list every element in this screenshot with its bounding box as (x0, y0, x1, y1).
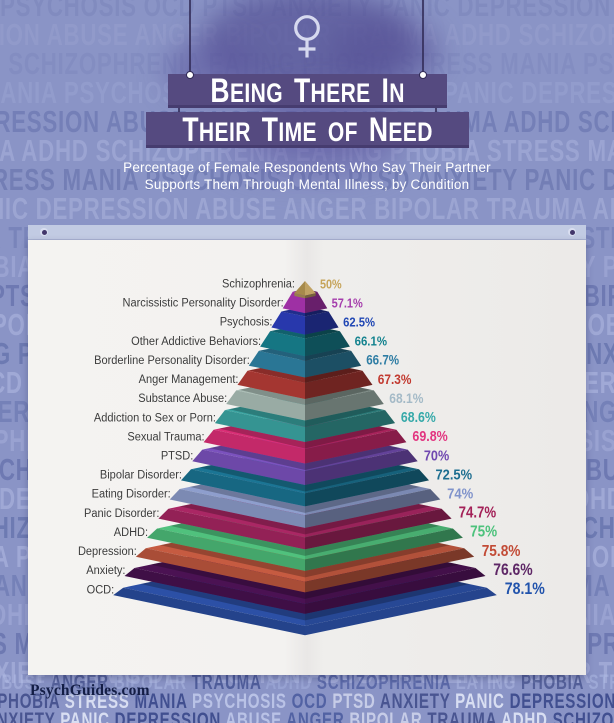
svg-text:75.8%: 75.8% (482, 543, 521, 560)
svg-text:57.1%: 57.1% (332, 296, 364, 311)
svg-text:Depression:: Depression: (78, 546, 137, 558)
svg-text:70%: 70% (424, 447, 449, 463)
svg-text:67.3%: 67.3% (378, 371, 412, 387)
svg-text:75%: 75% (470, 524, 497, 541)
svg-text:Other Addictive Behaviors:: Other Addictive Behaviors: (131, 335, 261, 347)
svg-text:Sexual Trauma:: Sexual Trauma: (127, 431, 204, 443)
svg-text:Substance Abuse:: Substance Abuse: (138, 393, 227, 405)
svg-text:78.1%: 78.1% (505, 580, 545, 598)
svg-text:Addiction to Sex or Porn:: Addiction to Sex or Porn: (94, 412, 216, 424)
svg-text:Schizophrenia:: Schizophrenia: (222, 278, 295, 290)
svg-text:74.7%: 74.7% (459, 505, 497, 522)
svg-text:76.6%: 76.6% (493, 561, 533, 579)
svg-text:62.5%: 62.5% (343, 315, 375, 330)
svg-text:Psychosis:: Psychosis: (220, 316, 273, 328)
svg-text:Bipolar Disorder:: Bipolar Disorder: (100, 469, 182, 481)
svg-text:74%: 74% (447, 486, 474, 503)
svg-text:68.1%: 68.1% (389, 390, 423, 406)
svg-text:ADHD:: ADHD: (114, 527, 148, 539)
svg-text:66.7%: 66.7% (366, 353, 399, 368)
svg-text:66.1%: 66.1% (355, 334, 387, 349)
svg-text:PTSD:: PTSD: (161, 450, 193, 462)
svg-text:Borderline Personality Disorde: Borderline Personality Disorder: (94, 355, 250, 367)
svg-text:50%: 50% (320, 278, 342, 292)
svg-text:69.8%: 69.8% (412, 428, 447, 444)
svg-text:Anxiety:: Anxiety: (86, 565, 125, 577)
svg-text:72.5%: 72.5% (436, 465, 473, 482)
svg-text:Narcissistic Personality Disor: Narcissistic Personality Disorder: (123, 297, 284, 309)
svg-text:OCD:: OCD: (87, 584, 115, 596)
svg-text:Anger Management:: Anger Management: (139, 374, 239, 386)
svg-text:Panic Disorder:: Panic Disorder: (84, 507, 159, 519)
svg-text:68.6%: 68.6% (401, 409, 436, 425)
svg-text:Eating Disorder:: Eating Disorder: (92, 488, 171, 500)
